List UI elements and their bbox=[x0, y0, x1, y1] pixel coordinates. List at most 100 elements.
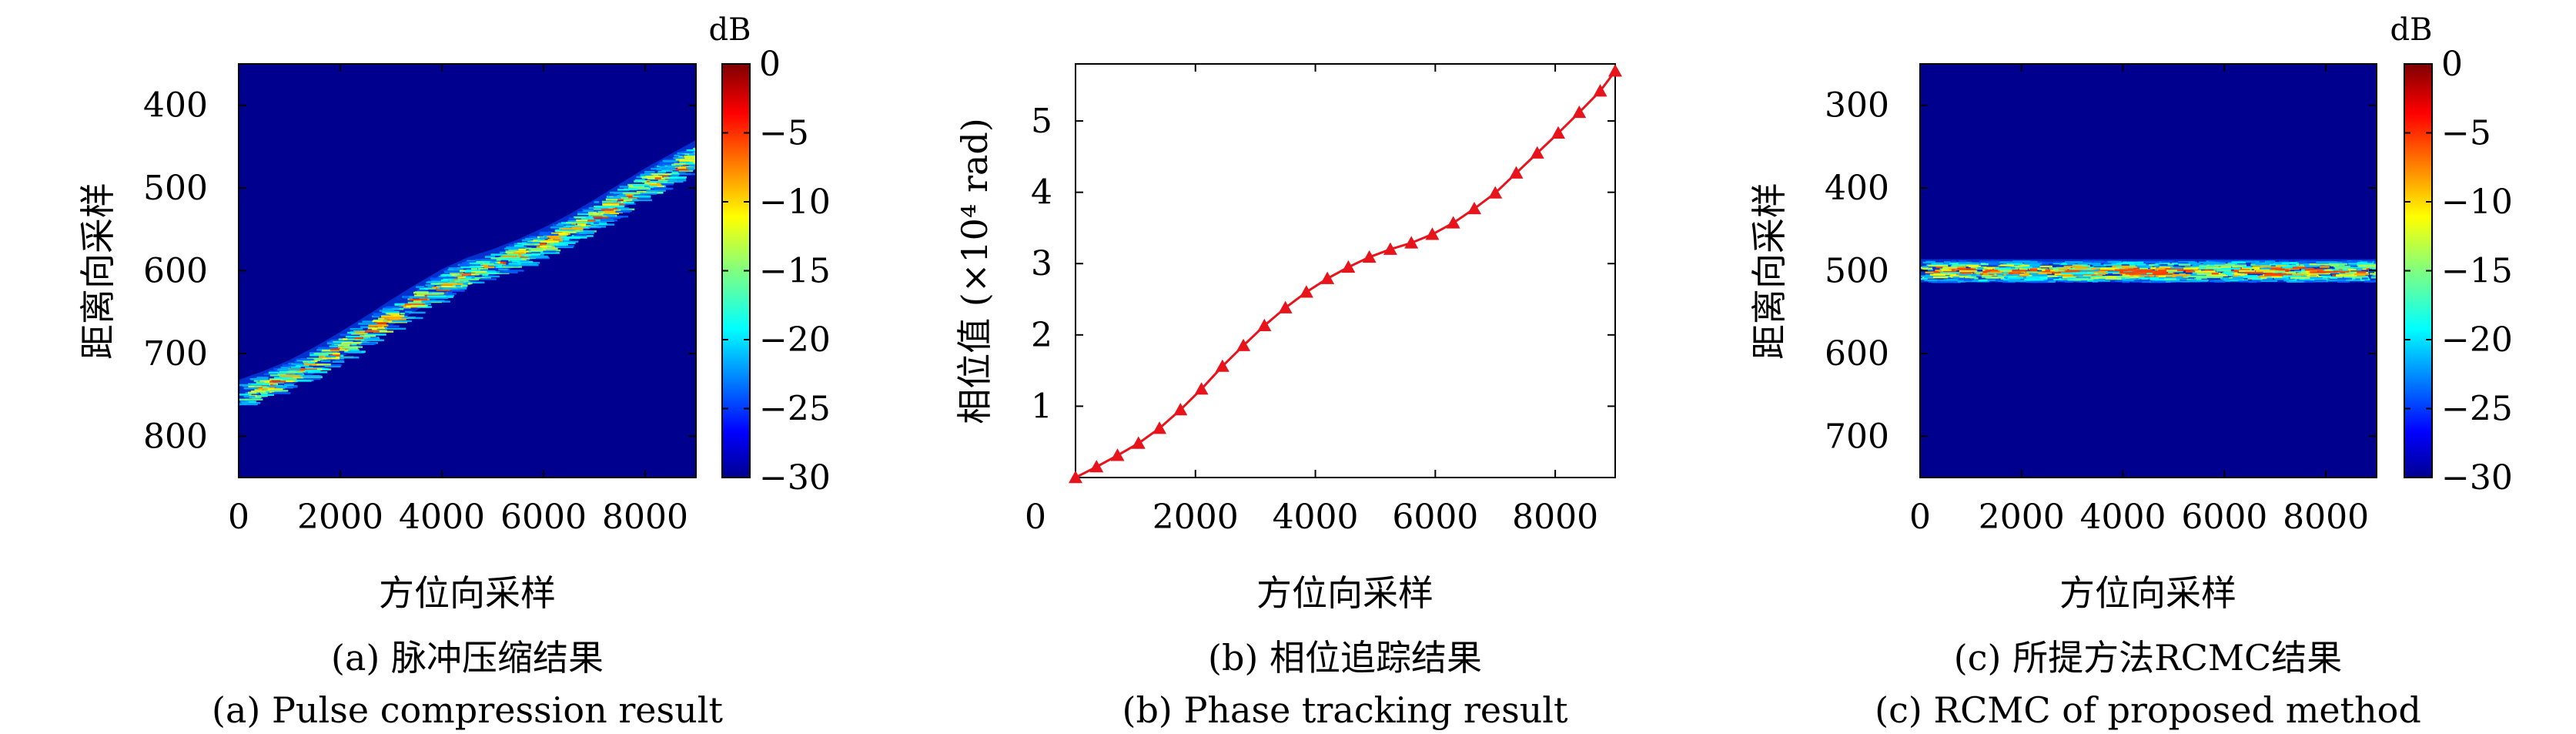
heatmap-a-speckle bbox=[239, 398, 247, 401]
heatmap-a-speckle bbox=[427, 286, 433, 289]
heatmap-c-speckle bbox=[2374, 280, 2377, 283]
heatmap-a-speckle bbox=[657, 163, 672, 166]
heatmap-c-speckle bbox=[2170, 266, 2191, 270]
heatmap-c-speckle bbox=[2093, 279, 2104, 282]
heatmap-c-speckle bbox=[2032, 274, 2048, 277]
heatmap-c-speckle bbox=[2361, 277, 2368, 280]
heatmap-a-speckle bbox=[518, 257, 530, 260]
heatmap-a-speckle bbox=[541, 249, 561, 252]
heatmap-c-speckle bbox=[2358, 260, 2375, 263]
cb-tick-label-c-1: −5 bbox=[2441, 114, 2491, 153]
heatmap-a-speckle bbox=[679, 162, 694, 164]
heatmap-a-speckle bbox=[671, 171, 679, 173]
heatmap-c-speckle bbox=[2064, 261, 2083, 263]
heatmap-a-speckle bbox=[465, 260, 477, 263]
heatmap-a-speckle bbox=[650, 183, 657, 185]
heatmap-c-speckle bbox=[2226, 273, 2234, 276]
heatmap-a-speckle bbox=[308, 371, 328, 374]
heatmap-c-speckle bbox=[1992, 261, 2013, 263]
heatmap-a-speckle bbox=[582, 209, 596, 211]
heatmap-a-speckle bbox=[673, 157, 684, 159]
heatmap-a-speckle bbox=[501, 264, 519, 267]
heatmap-c-speckle bbox=[2357, 263, 2377, 266]
heatmap-c-speckle bbox=[2340, 275, 2355, 277]
heatmap-a-speckle bbox=[574, 234, 587, 236]
heatmap-a-speckle bbox=[269, 374, 287, 377]
heatmap-a-speckle bbox=[380, 318, 399, 320]
heatmap-c-speckle bbox=[1924, 279, 1938, 282]
heatmap-a-speckle bbox=[607, 194, 617, 196]
heatmap-c-speckle bbox=[2216, 270, 2232, 272]
heatmap-a-speckle bbox=[256, 381, 266, 384]
heatmap-c-speckle bbox=[2242, 266, 2252, 269]
heatmap-c-speckle bbox=[2026, 271, 2037, 274]
heatmap-a-speckle bbox=[283, 377, 304, 379]
heatmap-c-speckle bbox=[1959, 260, 1967, 263]
heatmap-a-speckle bbox=[382, 308, 400, 310]
phase-point bbox=[1446, 216, 1460, 229]
heatmap-c-speckle bbox=[2072, 264, 2086, 266]
heatmap-a-speckle bbox=[529, 236, 539, 238]
heatmap-a-speckle bbox=[550, 226, 572, 229]
heatmap-c-speckle bbox=[2343, 276, 2352, 279]
caption-a-cn: (a) 脉冲压缩结果 bbox=[331, 637, 604, 679]
heatmap-c-speckle bbox=[2235, 264, 2246, 266]
heatmap-a-speckle bbox=[303, 377, 321, 380]
heatmap-a-speckle bbox=[282, 367, 288, 370]
heatmap-a-speckle bbox=[503, 270, 524, 272]
heatmap-c-speckle bbox=[2264, 274, 2283, 277]
heatmap-c-speckle bbox=[1925, 271, 1939, 273]
heatmap-a-speckle bbox=[615, 209, 632, 212]
heatmap-c-speckle bbox=[2115, 280, 2126, 282]
heatmap-a-speckle bbox=[644, 170, 655, 173]
heatmap-c-speckle bbox=[2263, 277, 2273, 280]
heatmap-a-speckle bbox=[584, 222, 601, 224]
heatmap-a-speckle bbox=[410, 304, 427, 307]
heatmap-c-speckle bbox=[1958, 272, 1972, 274]
heatmap-c-speckle bbox=[2327, 261, 2346, 264]
heatmap-c-speckle bbox=[2164, 267, 2182, 270]
heatmap-a-speckle bbox=[246, 401, 256, 403]
heatmap-c-speckle bbox=[2065, 270, 2080, 273]
heatmap-c-speckle bbox=[2058, 268, 2067, 270]
heatmap-a-speckle bbox=[364, 330, 380, 333]
heatmap-c-speckle bbox=[2129, 263, 2146, 266]
x-tick-label-a-3: 6000 bbox=[500, 498, 587, 537]
heatmap-c-speckle bbox=[2247, 275, 2259, 278]
heatmap-a-speckle bbox=[671, 174, 679, 176]
heatmap-a-speckle bbox=[465, 277, 472, 280]
heatmap-a-speckle bbox=[491, 258, 511, 260]
heatmap-a-speckle bbox=[634, 179, 645, 182]
heatmap-a-speckle bbox=[403, 296, 425, 299]
heatmap-c-speckle bbox=[1953, 262, 1960, 265]
heatmap-c-speckle bbox=[2214, 280, 2226, 283]
heatmap-c-speckle bbox=[2367, 260, 2373, 263]
heatmap-a-speckle bbox=[483, 264, 489, 267]
heatmap-a-speckle bbox=[423, 300, 442, 303]
heatmap-a-speckle bbox=[521, 239, 530, 242]
heatmap-c-speckle bbox=[1937, 276, 1959, 278]
heatmap-a-speckle bbox=[368, 324, 389, 327]
heatmap-a-speckle bbox=[296, 370, 311, 372]
caption-b-en: (b) Phase tracking result bbox=[1122, 689, 1569, 731]
heatmap-a-speckle bbox=[337, 344, 350, 347]
x-tick-label-c-0: 0 bbox=[1909, 498, 1931, 537]
heatmap-c-speckle bbox=[1998, 264, 2014, 266]
heatmap-c-speckle bbox=[2000, 277, 2007, 280]
heatmap-a-speckle bbox=[346, 349, 360, 351]
phase-point bbox=[1089, 460, 1104, 473]
heatmap-a-speckle bbox=[467, 281, 481, 284]
heatmap-c-speckle bbox=[2304, 269, 2324, 271]
phase-point bbox=[1425, 227, 1440, 240]
caption-c-en: (c) RCMC of proposed method bbox=[1875, 689, 2421, 731]
heatmap-c-speckle bbox=[2052, 271, 2059, 274]
heatmap-a-layer bbox=[239, 139, 696, 407]
heatmap-a-speckle bbox=[576, 232, 587, 234]
heatmap-c-speckle bbox=[2029, 264, 2041, 267]
heatmap-a-speckle bbox=[594, 206, 615, 209]
heatmap-a-speckle bbox=[426, 281, 438, 283]
heatmap-c-speckle bbox=[2256, 275, 2274, 278]
heatmap-a-speckle bbox=[651, 167, 661, 170]
y-tick-label-c-1: 400 bbox=[1825, 169, 1889, 208]
heatmap-a-speckle bbox=[296, 358, 316, 361]
